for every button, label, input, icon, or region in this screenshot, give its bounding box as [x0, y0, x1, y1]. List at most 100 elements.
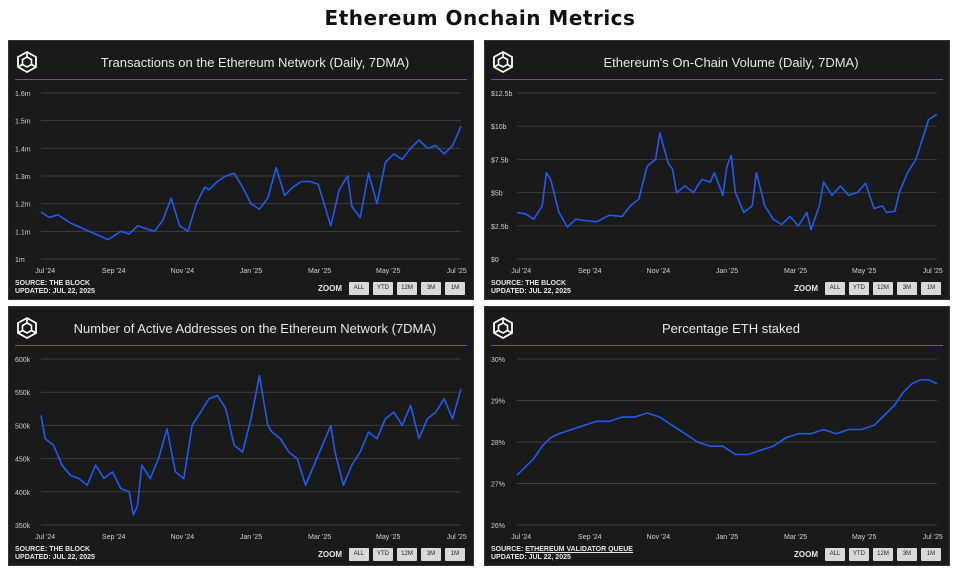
zoom-controls: ZOOM ALL YTD 12M 3M 1M	[794, 548, 941, 561]
updated-text: UPDATED: JUL 22, 2025	[15, 288, 95, 295]
chart-panel-active-addresses: Number of Active Addresses on the Ethere…	[8, 306, 474, 566]
the-block-logo-icon	[17, 316, 37, 340]
zoom-3m-button[interactable]: 3M	[421, 548, 441, 561]
title-divider	[15, 79, 467, 80]
x-tick-label: Jul '24	[35, 534, 55, 541]
y-tick-label: 600k	[15, 357, 31, 364]
x-tick-label: May '25	[852, 534, 876, 541]
x-tick-label: Jul '24	[35, 268, 55, 275]
y-tick-label: 350k	[15, 523, 31, 530]
zoom-1m-button[interactable]: 1M	[445, 548, 465, 561]
zoom-1m-button[interactable]: 1M	[921, 548, 941, 561]
source-text: SOURCE: THE BLOCK	[15, 280, 91, 287]
zoom-all-button[interactable]: ALL	[825, 548, 845, 561]
zoom-ytd-button[interactable]: YTD	[849, 548, 869, 561]
x-tick-label: Jul '24	[511, 268, 531, 275]
source-text: SOURCE:	[491, 546, 526, 553]
chart-plot-area: 26% 27% 28% 29% 30% Jul '24 Sep '24 Nov '24 Jan …	[491, 357, 943, 541]
x-tick-label: Jan '25	[716, 268, 738, 275]
zoom-controls: ZOOM ALL YTD 12M 3M 1M	[318, 282, 465, 295]
x-tick-label: May '25	[852, 268, 876, 275]
x-tick-label: Sep '24	[102, 534, 126, 541]
x-tick-label: Mar '25	[784, 268, 807, 275]
series-line	[40, 374, 462, 516]
zoom-controls: ZOOM ALL YTD 12M 3M 1M	[794, 282, 941, 295]
zoom-all-button[interactable]: ALL	[349, 282, 369, 295]
y-tick-label: 1.2m	[15, 202, 31, 209]
y-tick-label: 400k	[15, 490, 31, 497]
chart-source: SOURCE: THE BLOCK UPDATED: JUL 22, 2025	[15, 280, 95, 296]
series-line	[40, 125, 462, 241]
zoom-label: ZOOM	[318, 284, 342, 293]
x-tick-label: Nov '24	[647, 268, 671, 275]
chart-source: SOURCE: THE BLOCK UPDATED: JUL 22, 2025	[491, 280, 571, 296]
zoom-1m-button[interactable]: 1M	[445, 282, 465, 295]
title-divider	[15, 345, 467, 346]
zoom-12m-button[interactable]: 12M	[397, 548, 417, 561]
x-tick-label: May '25	[376, 268, 400, 275]
y-tick-label: 450k	[15, 457, 31, 464]
zoom-all-button[interactable]: ALL	[349, 548, 369, 561]
zoom-label: ZOOM	[794, 284, 818, 293]
zoom-12m-button[interactable]: 12M	[873, 282, 893, 295]
zoom-12m-button[interactable]: 12M	[397, 282, 417, 295]
y-tick-label: 28%	[491, 440, 505, 447]
x-tick-label: Nov '24	[647, 534, 671, 541]
chart-source: SOURCE: ETHEREUM VALIDATOR QUEUE UPDATED…	[491, 546, 633, 562]
x-tick-label: Nov '24	[171, 268, 195, 275]
y-tick-label: 1.1m	[15, 229, 31, 236]
updated-text: UPDATED: JUL 22, 2025	[491, 288, 571, 295]
y-tick-label: 550k	[15, 390, 31, 397]
series-line	[516, 379, 938, 476]
source-text: SOURCE: THE BLOCK	[15, 546, 91, 553]
chart-plot-area: 1m 1.1m 1.2m 1.3m 1.4m 1.5m 1.6m Jul '24 Sep '24…	[15, 91, 467, 275]
chart-title: Ethereum's On-Chain Volume (Daily, 7DMA)	[603, 55, 859, 70]
y-tick-label: $0	[491, 257, 499, 264]
zoom-3m-button[interactable]: 3M	[897, 548, 917, 561]
zoom-3m-button[interactable]: 3M	[421, 282, 441, 295]
zoom-ytd-button[interactable]: YTD	[373, 282, 393, 295]
chart-panel-eth-staked: Percentage ETH staked 26% 27% 28% 29% 30% Jul…	[484, 306, 950, 566]
y-tick-label: 1.6m	[15, 91, 31, 98]
zoom-3m-button[interactable]: 3M	[897, 282, 917, 295]
source-link[interactable]: ETHEREUM VALIDATOR QUEUE	[525, 546, 633, 553]
y-tick-label: 26%	[491, 523, 505, 530]
y-tick-label: $12.5b	[491, 91, 513, 98]
the-block-logo-icon	[17, 50, 37, 74]
zoom-1m-button[interactable]: 1M	[921, 282, 941, 295]
y-tick-label: 29%	[491, 399, 505, 406]
y-tick-label: $10b	[491, 124, 507, 131]
zoom-ytd-button[interactable]: YTD	[373, 548, 393, 561]
x-tick-label: Sep '24	[578, 534, 602, 541]
chart-source: SOURCE: THE BLOCK UPDATED: JUL 22, 2025	[15, 546, 95, 562]
x-tick-label: Jul '24	[511, 534, 531, 541]
y-tick-label: $2.5b	[491, 224, 509, 231]
x-tick-label: Jan '25	[716, 534, 738, 541]
page-title: Ethereum Onchain Metrics	[324, 6, 636, 30]
chart-title: Transactions on the Ethereum Network (Da…	[100, 55, 410, 70]
x-tick-label: Jan '25	[240, 534, 262, 541]
zoom-label: ZOOM	[794, 550, 818, 559]
x-tick-label: Mar '25	[308, 534, 331, 541]
zoom-12m-button[interactable]: 12M	[873, 548, 893, 561]
x-tick-label: Jul '25	[447, 534, 467, 541]
x-tick-label: Jan '25	[240, 268, 262, 275]
x-tick-label: Mar '25	[308, 268, 331, 275]
y-tick-label: $5b	[491, 191, 503, 198]
x-tick-label: Mar '25	[784, 534, 807, 541]
x-tick-label: Jul '25	[923, 268, 943, 275]
the-block-logo-icon	[493, 50, 513, 74]
chart-title: Percentage ETH staked	[661, 321, 801, 336]
x-tick-label: Nov '24	[171, 534, 195, 541]
zoom-controls: ZOOM ALL YTD 12M 3M 1M	[318, 548, 465, 561]
chart-plot-area: 350k 400k 450k 500k 550k 600k Jul '24 Sep '24 No…	[15, 357, 467, 541]
updated-text: UPDATED: JUL 22, 2025	[15, 554, 95, 561]
x-tick-label: May '25	[376, 534, 400, 541]
zoom-ytd-button[interactable]: YTD	[849, 282, 869, 295]
series-line	[516, 113, 938, 231]
zoom-all-button[interactable]: ALL	[825, 282, 845, 295]
title-divider	[491, 345, 943, 346]
zoom-label: ZOOM	[318, 550, 342, 559]
x-tick-label: Sep '24	[102, 268, 126, 275]
x-tick-label: Jul '25	[923, 534, 943, 541]
